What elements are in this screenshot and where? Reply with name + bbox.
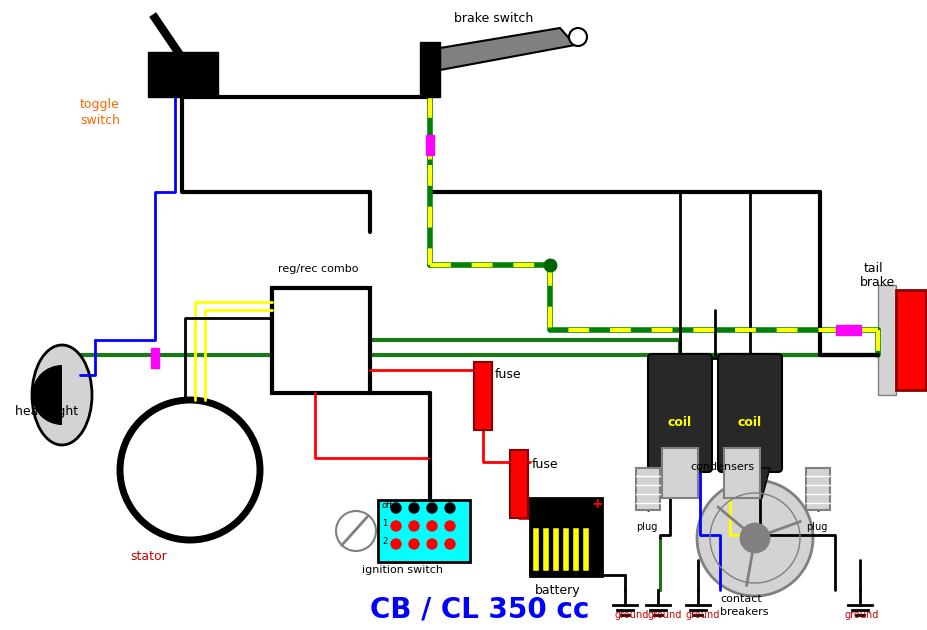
- Polygon shape: [439, 28, 575, 70]
- Text: brake switch: brake switch: [453, 12, 533, 25]
- Text: plug: plug: [635, 522, 656, 532]
- Bar: [420, 42, 439, 97]
- Bar: [529, 498, 602, 576]
- Text: +: +: [591, 497, 603, 511]
- Text: 1: 1: [382, 519, 387, 528]
- Text: toggle: toggle: [80, 98, 120, 111]
- Circle shape: [390, 521, 400, 531]
- Bar: [474, 362, 491, 430]
- Circle shape: [568, 28, 587, 46]
- Wedge shape: [32, 365, 62, 425]
- Text: reg/rec combo: reg/rec combo: [278, 264, 358, 274]
- Text: off: off: [382, 501, 393, 510]
- Text: tail: tail: [863, 262, 883, 275]
- Circle shape: [409, 521, 419, 531]
- Text: stator: stator: [130, 550, 167, 563]
- Text: coil: coil: [667, 416, 692, 430]
- Text: ground: ground: [615, 610, 649, 620]
- Circle shape: [426, 521, 437, 531]
- Circle shape: [426, 503, 437, 513]
- Text: ground: ground: [647, 610, 681, 620]
- Text: condensers: condensers: [690, 462, 754, 472]
- Bar: [723, 448, 759, 498]
- Circle shape: [390, 539, 400, 549]
- FancyBboxPatch shape: [647, 354, 711, 472]
- Text: 2: 2: [382, 537, 387, 546]
- Bar: [510, 450, 527, 518]
- Bar: [895, 290, 925, 390]
- Bar: [377, 500, 469, 562]
- Bar: [661, 448, 697, 498]
- Circle shape: [120, 400, 260, 540]
- Text: ground: ground: [844, 610, 879, 620]
- Bar: [425, 135, 434, 155]
- Text: switch: switch: [80, 114, 120, 127]
- Text: CB / CL 350 cc: CB / CL 350 cc: [370, 596, 589, 624]
- Text: head light: head light: [15, 405, 78, 418]
- Bar: [147, 52, 218, 97]
- Bar: [635, 468, 659, 510]
- Circle shape: [426, 539, 437, 549]
- Ellipse shape: [32, 345, 92, 445]
- Text: fuse: fuse: [494, 368, 521, 381]
- Text: coil: coil: [737, 416, 761, 430]
- Text: contact: contact: [719, 594, 761, 604]
- Text: brake: brake: [859, 276, 895, 289]
- Bar: [272, 288, 370, 393]
- Circle shape: [390, 503, 400, 513]
- Text: ignition switch: ignition switch: [362, 565, 442, 575]
- Bar: [151, 348, 159, 368]
- Circle shape: [445, 503, 454, 513]
- Circle shape: [336, 511, 375, 551]
- Circle shape: [409, 539, 419, 549]
- Circle shape: [409, 503, 419, 513]
- Bar: [877, 285, 895, 395]
- Text: ground: ground: [685, 610, 719, 620]
- Circle shape: [740, 524, 768, 552]
- Bar: [835, 325, 860, 335]
- Circle shape: [445, 521, 454, 531]
- Polygon shape: [730, 468, 769, 498]
- Text: plug: plug: [806, 522, 827, 532]
- Text: breakers: breakers: [719, 607, 768, 617]
- Polygon shape: [659, 468, 699, 498]
- Text: fuse: fuse: [531, 458, 558, 471]
- Circle shape: [445, 539, 454, 549]
- Circle shape: [696, 480, 812, 596]
- FancyBboxPatch shape: [717, 354, 781, 472]
- Text: battery: battery: [535, 584, 580, 597]
- Bar: [806, 468, 829, 510]
